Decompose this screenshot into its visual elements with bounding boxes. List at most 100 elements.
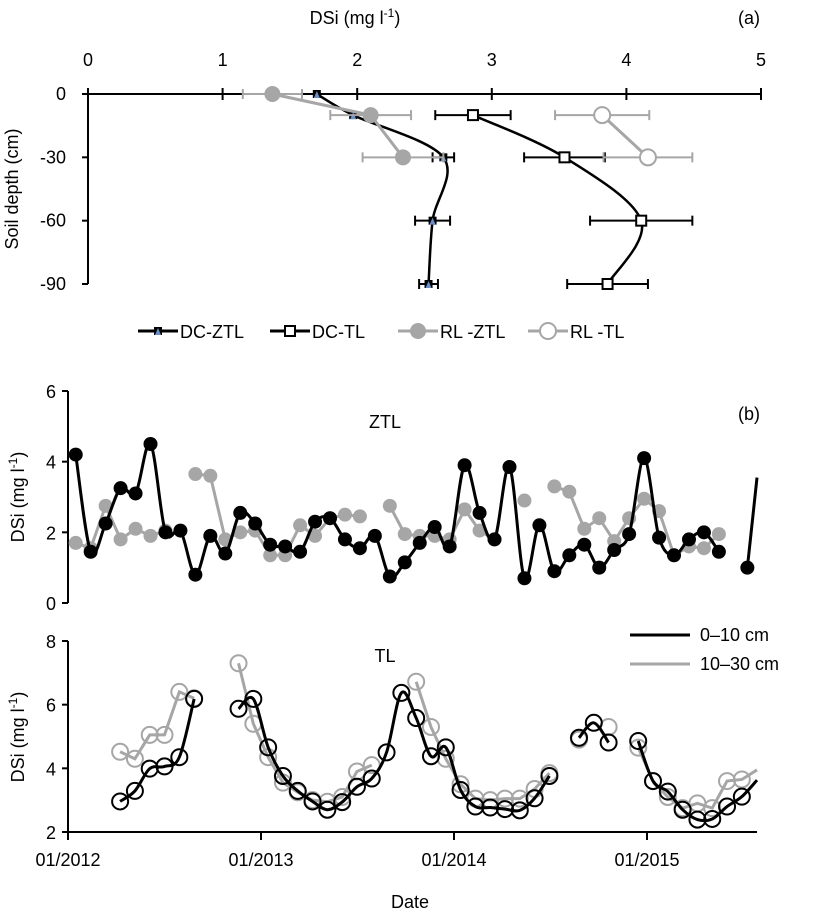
data-point bbox=[502, 459, 517, 474]
data-point bbox=[570, 728, 589, 747]
data-point bbox=[352, 541, 367, 556]
data-point bbox=[68, 535, 83, 550]
tl-legend-label-0: 0–10 cm bbox=[700, 625, 769, 645]
data-point bbox=[68, 447, 83, 462]
data-point bbox=[510, 801, 529, 820]
series-line-dc-tl bbox=[472, 113, 644, 285]
data-point bbox=[601, 278, 614, 290]
y-tick-label: -30 bbox=[40, 147, 66, 167]
data-point bbox=[333, 793, 352, 812]
y-tick-label: 0 bbox=[56, 84, 66, 104]
data-point bbox=[547, 564, 562, 579]
data-point bbox=[293, 544, 308, 559]
data-point-triangle bbox=[313, 91, 320, 98]
data-point bbox=[451, 780, 470, 799]
x-tick-label: 1 bbox=[218, 50, 228, 70]
y-tick-label: 2 bbox=[46, 823, 56, 843]
data-point bbox=[352, 509, 367, 524]
panel-a-ylabel: Soil depth (cm) bbox=[2, 128, 22, 249]
data-point bbox=[293, 518, 308, 533]
series-line-0-10-cm bbox=[745, 477, 759, 568]
data-point bbox=[622, 527, 637, 542]
data-point bbox=[629, 738, 648, 757]
data-point bbox=[481, 798, 500, 817]
x-tick-label: 0 bbox=[83, 50, 93, 70]
data-point bbox=[517, 571, 532, 586]
data-point bbox=[421, 747, 440, 766]
y-tick-label: 8 bbox=[46, 632, 56, 652]
data-point bbox=[143, 528, 158, 543]
data-point bbox=[495, 800, 514, 819]
y-tick-label: 6 bbox=[46, 696, 56, 716]
legend-label: RL -TL bbox=[570, 322, 624, 342]
data-point bbox=[264, 86, 281, 102]
data-point bbox=[83, 544, 98, 559]
series-line-0-10-cm bbox=[577, 721, 610, 744]
series-line-rl-tl bbox=[601, 114, 649, 159]
tl-subtitle: TL bbox=[374, 646, 395, 666]
data-point bbox=[229, 654, 248, 673]
tl-ylabel: DSi (mg l-1) bbox=[6, 692, 28, 783]
data-point bbox=[218, 546, 233, 561]
series-line-0-10-cm bbox=[74, 442, 721, 581]
data-point bbox=[347, 777, 366, 796]
data-point bbox=[718, 772, 737, 791]
data-point bbox=[111, 742, 130, 761]
x-tick-label: 01/2013 bbox=[228, 850, 293, 870]
data-point bbox=[170, 748, 189, 767]
data-point bbox=[125, 781, 144, 800]
data-point bbox=[308, 528, 323, 543]
data-point bbox=[410, 323, 426, 339]
data-point bbox=[637, 491, 652, 506]
data-point bbox=[170, 682, 189, 701]
data-point bbox=[308, 514, 323, 529]
data-point bbox=[442, 539, 457, 554]
data-point bbox=[540, 766, 559, 785]
data-point bbox=[635, 214, 648, 227]
ztl-subtitle: ZTL bbox=[369, 412, 401, 432]
data-point bbox=[412, 535, 427, 550]
panel-a-xlabel: DSi (mg l-1) bbox=[310, 6, 401, 28]
data-point bbox=[263, 548, 278, 563]
data-point bbox=[284, 325, 296, 337]
data-point bbox=[607, 543, 622, 557]
data-point bbox=[203, 468, 218, 483]
data-point bbox=[382, 569, 397, 584]
data-point bbox=[278, 539, 293, 554]
y-tick-label: 6 bbox=[46, 382, 56, 402]
data-point bbox=[98, 516, 113, 531]
y-tick-label: 0 bbox=[46, 594, 56, 614]
data-point bbox=[233, 505, 248, 520]
y-tick-label: 4 bbox=[46, 759, 56, 779]
data-point bbox=[288, 781, 307, 800]
data-point bbox=[510, 789, 529, 808]
tl-legend-label-1: 10–30 cm bbox=[700, 654, 779, 674]
data-point bbox=[592, 511, 607, 526]
legend-label: RL -ZTL bbox=[440, 322, 505, 342]
data-point bbox=[407, 709, 426, 728]
data-point bbox=[718, 797, 737, 816]
x-tick-label: 01/2014 bbox=[421, 850, 486, 870]
data-point bbox=[644, 772, 663, 791]
data-point bbox=[407, 672, 426, 691]
data-point bbox=[732, 787, 751, 806]
data-point bbox=[337, 532, 352, 547]
data-point bbox=[711, 527, 726, 542]
x-tick-label: 4 bbox=[621, 50, 631, 70]
tl-xlabel: Date bbox=[391, 892, 429, 912]
data-point bbox=[696, 525, 711, 540]
data-point bbox=[229, 699, 248, 718]
x-tick-label: 2 bbox=[352, 50, 362, 70]
data-point bbox=[539, 322, 557, 340]
data-point bbox=[111, 792, 130, 811]
panel-a-label: (a) bbox=[738, 8, 760, 28]
data-point bbox=[740, 560, 755, 575]
data-point bbox=[397, 527, 412, 542]
data-point bbox=[397, 555, 412, 570]
data-point bbox=[367, 528, 382, 543]
data-point bbox=[233, 525, 248, 540]
data-point bbox=[629, 731, 648, 750]
data-point bbox=[562, 484, 577, 499]
data-point bbox=[394, 149, 411, 166]
